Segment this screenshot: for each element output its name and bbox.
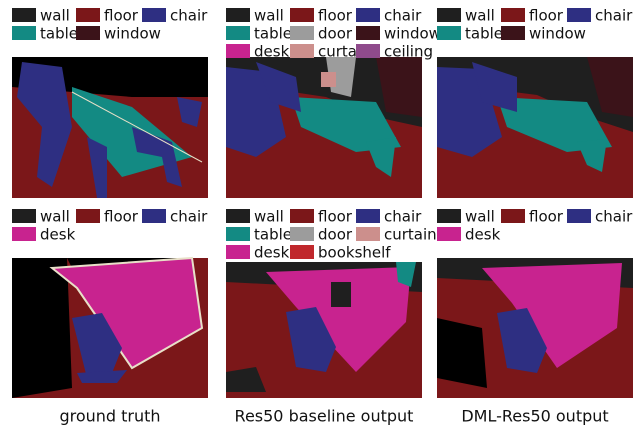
legend-label: wall xyxy=(40,208,70,226)
legend-swatch xyxy=(226,209,250,223)
legend-label: table xyxy=(254,226,292,244)
legend-label: bookshelf xyxy=(318,244,391,262)
legend-label: table xyxy=(40,25,78,43)
legend-swatch xyxy=(12,26,36,40)
legend-swatch xyxy=(356,209,380,223)
legend-swatch xyxy=(567,209,591,223)
segmentation-map xyxy=(437,57,633,198)
legend-label: floor xyxy=(529,7,564,25)
legend-label: ceiling xyxy=(384,43,433,61)
legend-swatch xyxy=(501,8,525,22)
legend-swatch xyxy=(356,44,380,58)
legend-label: floor xyxy=(104,208,139,226)
legend-label: desk xyxy=(254,43,290,61)
legend-swatch xyxy=(437,26,461,40)
legend-swatch xyxy=(12,209,36,223)
legend-label: desk xyxy=(254,244,290,262)
segmentation-map xyxy=(12,57,208,198)
legend-label: wall xyxy=(465,208,495,226)
legend-label: wall xyxy=(254,208,284,226)
legend-label: chair xyxy=(595,7,633,25)
legend-swatch xyxy=(76,209,100,223)
legend-swatch xyxy=(437,8,461,22)
legend-label: desk xyxy=(40,226,76,244)
legend-label: door xyxy=(318,25,353,43)
legend-label: chair xyxy=(170,208,208,226)
legend-swatch xyxy=(226,26,250,40)
legend-swatch xyxy=(76,26,100,40)
legend-label: table xyxy=(465,25,503,43)
segmentation-map xyxy=(437,258,633,398)
caption: DML-Res50 output xyxy=(461,407,608,426)
caption: ground truth xyxy=(59,407,160,426)
legend-label: wall xyxy=(40,7,70,25)
legend-label: door xyxy=(318,226,353,244)
legend-swatch xyxy=(12,8,36,22)
legend-label: floor xyxy=(318,208,353,226)
legend-label: wall xyxy=(465,7,495,25)
legend-swatch xyxy=(12,227,36,241)
legend-swatch xyxy=(290,209,314,223)
legend-swatch xyxy=(142,8,166,22)
segmentation-map xyxy=(226,262,422,398)
legend-swatch xyxy=(226,227,250,241)
legend-swatch xyxy=(76,8,100,22)
legend-swatch xyxy=(226,245,250,259)
legend-label: chair xyxy=(384,208,422,226)
legend-swatch xyxy=(356,8,380,22)
legend-swatch xyxy=(290,26,314,40)
caption: Res50 baseline output xyxy=(235,407,414,426)
legend-label: window xyxy=(104,25,161,43)
legend-swatch xyxy=(567,8,591,22)
legend-label: window xyxy=(529,25,586,43)
legend-swatch xyxy=(290,227,314,241)
legend-label: chair xyxy=(170,7,208,25)
legend-label: chair xyxy=(384,7,422,25)
legend-swatch xyxy=(501,26,525,40)
legend-label: window xyxy=(384,25,441,43)
legend-label: desk xyxy=(465,226,501,244)
legend-swatch xyxy=(226,8,250,22)
legend-label: floor xyxy=(529,208,564,226)
legend-swatch xyxy=(142,209,166,223)
legend-swatch xyxy=(437,227,461,241)
legend-swatch xyxy=(290,44,314,58)
legend-swatch xyxy=(437,209,461,223)
legend-label: chair xyxy=(595,208,633,226)
legend-swatch xyxy=(356,26,380,40)
legend-label: floor xyxy=(318,7,353,25)
segmentation-map xyxy=(226,57,422,198)
legend-swatch xyxy=(226,44,250,58)
legend-swatch xyxy=(501,209,525,223)
legend-swatch xyxy=(290,245,314,259)
legend-label: floor xyxy=(104,7,139,25)
legend-swatch xyxy=(356,227,380,241)
segmentation-map xyxy=(12,256,208,398)
legend-label: curtain xyxy=(384,226,437,244)
legend-label: table xyxy=(254,25,292,43)
legend-swatch xyxy=(290,8,314,22)
legend-label: wall xyxy=(254,7,284,25)
